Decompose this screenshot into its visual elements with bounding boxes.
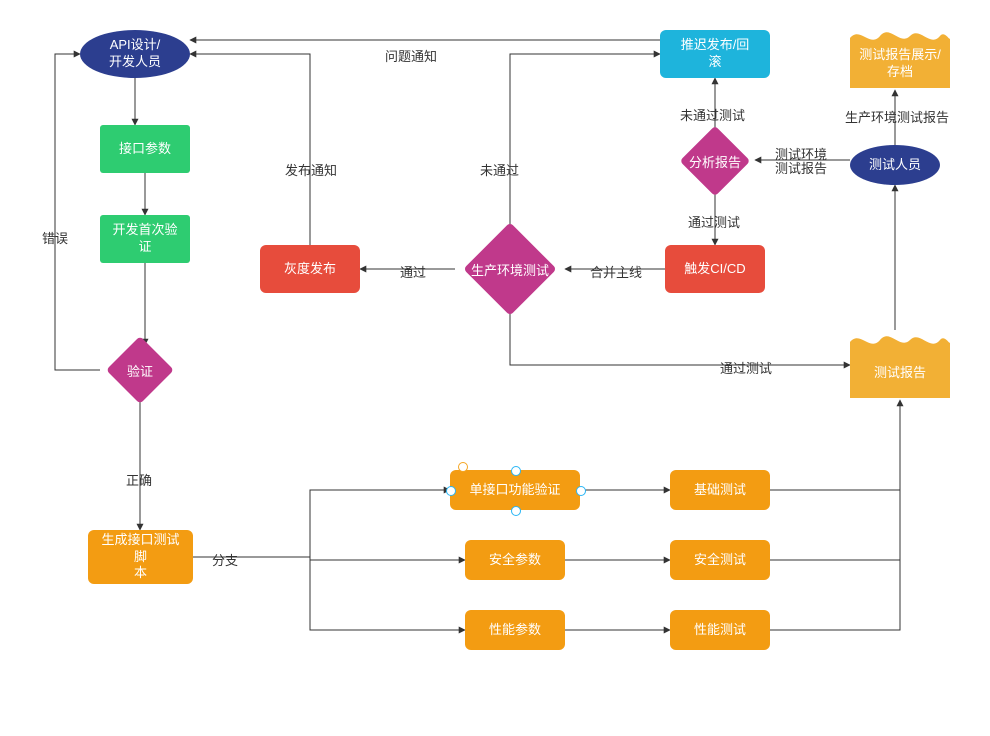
- edge-branch-single_if[interactable]: [310, 490, 450, 557]
- edge-label-pass-test: 通过测试: [688, 212, 740, 231]
- node-first-verify[interactable]: 开发首次验证: [100, 215, 190, 263]
- edge-prod_test-report[interactable]: [510, 305, 850, 365]
- edge-label-branch: 分支: [212, 550, 238, 569]
- node-perf-param[interactable]: 性能参数: [465, 610, 565, 650]
- node-basic-test[interactable]: 基础测试: [670, 470, 770, 510]
- rotation-handle[interactable]: [458, 462, 468, 472]
- edge-sec_test-report[interactable]: [770, 400, 900, 560]
- edge-label-pass: 通过: [400, 262, 426, 281]
- selection-handle[interactable]: [446, 486, 456, 496]
- node-gen-script[interactable]: 生成接口测试脚 本: [88, 530, 193, 584]
- edge-prod_test-postpone[interactable]: [510, 54, 660, 233]
- edge-gray_release-api_designer[interactable]: [190, 54, 310, 245]
- node-tester[interactable]: 测试人员: [850, 145, 940, 185]
- node-analysis[interactable]: 分析报告: [675, 135, 755, 187]
- edge-perf_test-report[interactable]: [770, 400, 900, 630]
- edge-label-not-pass: 未通过: [480, 160, 519, 179]
- node-gray-release[interactable]: 灰度发布: [260, 245, 360, 293]
- node-report-text: 测试报告: [850, 348, 950, 398]
- edge-label-issue-notify: 问题通知: [385, 46, 437, 65]
- edge-label-fail-test: 未通过测试: [680, 105, 745, 124]
- edge-basic_test-report[interactable]: [770, 400, 900, 490]
- edge-label-error: 错误: [42, 228, 68, 247]
- node-postpone[interactable]: 推迟发布/回 滚: [660, 30, 770, 78]
- node-trigger-cicd[interactable]: 触发CI/CD: [665, 245, 765, 293]
- node-interface-param[interactable]: 接口参数: [100, 125, 190, 173]
- selection-handle[interactable]: [511, 466, 521, 476]
- node-sec-test[interactable]: 安全测试: [670, 540, 770, 580]
- node-single-if[interactable]: 单接口功能验证: [450, 470, 580, 510]
- node-prod-test[interactable]: 生产环境测试: [455, 233, 565, 305]
- edge-label-prod-report: 生产环境测试报告: [845, 107, 949, 126]
- node-perf-test[interactable]: 性能测试: [670, 610, 770, 650]
- selection-handle[interactable]: [576, 486, 586, 496]
- node-verify[interactable]: 验证: [100, 345, 180, 395]
- edge-label-correct: 正确: [126, 470, 152, 489]
- node-sec-param[interactable]: 安全参数: [465, 540, 565, 580]
- edge-label-pass-test2: 通过测试: [720, 358, 772, 377]
- selection-handle[interactable]: [511, 506, 521, 516]
- edge-verify-api_designer[interactable]: [55, 54, 100, 370]
- edge-label-merge: 合并主线: [590, 262, 642, 281]
- edge-label-pub-notify: 发布通知: [285, 160, 337, 179]
- edge-label-test-env: 测试环境 测试报告: [775, 148, 827, 177]
- edge-branch-sec_param[interactable]: [310, 557, 465, 560]
- edge-branch-perf_param[interactable]: [310, 557, 465, 630]
- node-api-designer[interactable]: API设计/ 开发人员: [80, 30, 190, 78]
- node-archive-text: 测试报告展示/ 存档: [850, 40, 950, 88]
